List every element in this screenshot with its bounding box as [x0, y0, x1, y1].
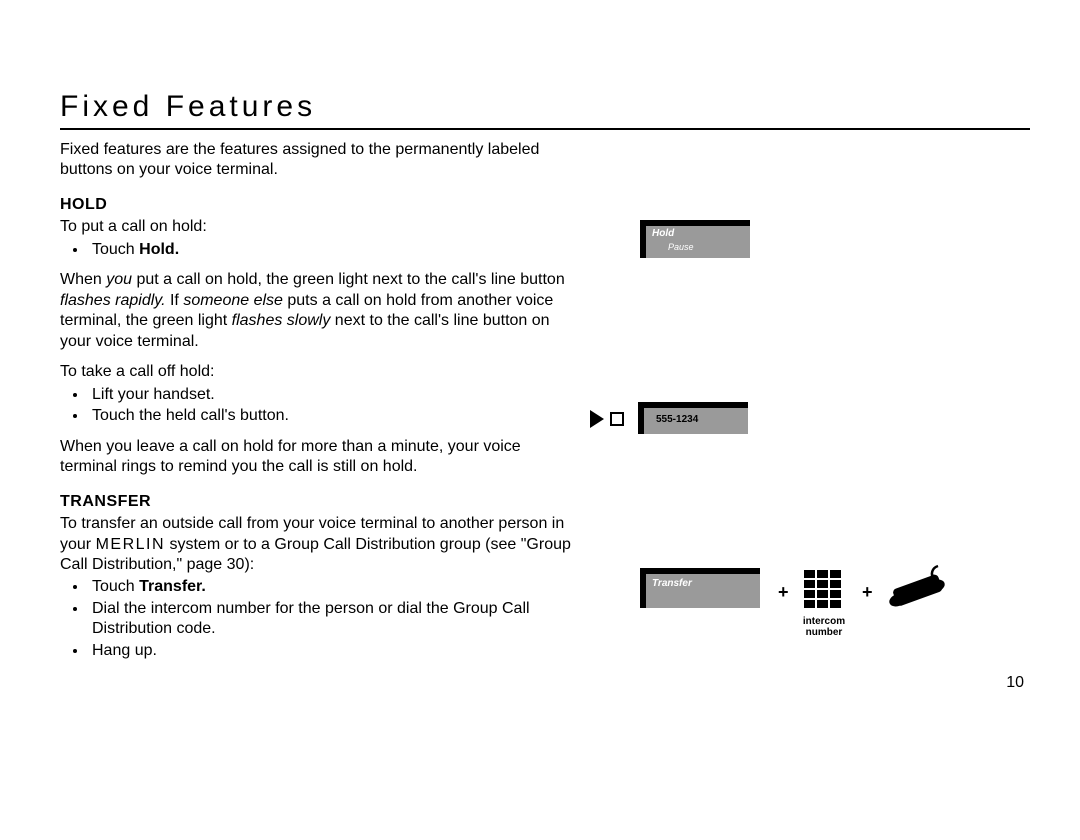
- keypad-label-2: number: [806, 627, 843, 638]
- hold-bullet-touch-held: Touch the held call's button.: [88, 406, 580, 426]
- triangle-indicator-icon: [590, 410, 604, 428]
- content-row: Fixed features are the features assigned…: [60, 140, 1030, 671]
- hold-button-label: Hold: [652, 228, 674, 239]
- line-button-label: 555-1234: [656, 414, 698, 425]
- hold-bullet-touch-bold: Hold.: [139, 241, 179, 258]
- hold-button-outer: Hold Pause: [640, 220, 750, 258]
- square-indicator-icon: [610, 412, 624, 426]
- title-rule: [60, 128, 1030, 130]
- hold-bullet-touch: Touch Hold.: [88, 240, 580, 260]
- left-column: Fixed features are the features assigned…: [60, 140, 580, 671]
- t-italic: someone else: [183, 292, 283, 309]
- hold-paragraph1: When you put a call on hold, the green l…: [60, 270, 580, 352]
- t: put a call on hold, the green light next…: [132, 271, 565, 288]
- t: Touch: [92, 578, 139, 595]
- hold-heading: HOLD: [60, 195, 580, 215]
- transfer-button-label: Transfer: [652, 578, 692, 589]
- t-italic: flashes slowly: [232, 312, 331, 329]
- hold-paragraph2: When you leave a call on hold for more t…: [60, 437, 580, 478]
- keypad-label: intercom number: [796, 616, 852, 638]
- transfer-bullets: Touch Transfer. Dial the intercom number…: [60, 577, 580, 661]
- transfer-heading: TRANSFER: [60, 492, 580, 512]
- t-italic: flashes rapidly.: [60, 292, 166, 309]
- hold-bullets2: Lift your handset. Touch the held call's…: [60, 385, 580, 427]
- t: If: [166, 292, 184, 309]
- plus-1: +: [778, 582, 789, 603]
- hold-lead1: To put a call on hold:: [60, 217, 580, 237]
- transfer-bullet-dial: Dial the intercom number for the person …: [88, 599, 580, 640]
- right-column: Hold Pause 555-1234 Transfer +: [580, 140, 1030, 671]
- t-merlin: MERLIN: [96, 536, 165, 553]
- transfer-paragraph: To transfer an outside call from your vo…: [60, 514, 580, 575]
- transfer-button-outer: Transfer: [640, 568, 760, 608]
- t: When: [60, 271, 106, 288]
- transfer-bullet-touch: Touch Transfer.: [88, 577, 580, 597]
- line-button-outer: 555-1234: [638, 402, 748, 434]
- page-title: Fixed Features: [60, 90, 1030, 124]
- intro-paragraph: Fixed features are the features assigned…: [60, 140, 580, 181]
- keypad-label-1: intercom: [803, 616, 845, 627]
- hold-bullet-lift: Lift your handset.: [88, 385, 580, 405]
- handset-icon: [886, 560, 958, 621]
- t-italic: you: [106, 271, 132, 288]
- hold-bullets1: Touch Hold.: [60, 240, 580, 260]
- page-number: 10: [1006, 674, 1024, 692]
- plus-2: +: [862, 582, 873, 603]
- page: Fixed Features Fixed features are the fe…: [0, 0, 1080, 840]
- hold-bullet-touch-pre: Touch: [92, 241, 139, 258]
- hold-button-sublabel: Pause: [668, 242, 694, 252]
- hold-lead2: To take a call off hold:: [60, 362, 580, 382]
- t-bold: Transfer.: [139, 578, 206, 595]
- transfer-bullet-hangup: Hang up.: [88, 641, 580, 661]
- keypad-icon: [804, 570, 841, 608]
- fig-hold-button: Hold Pause: [640, 220, 750, 258]
